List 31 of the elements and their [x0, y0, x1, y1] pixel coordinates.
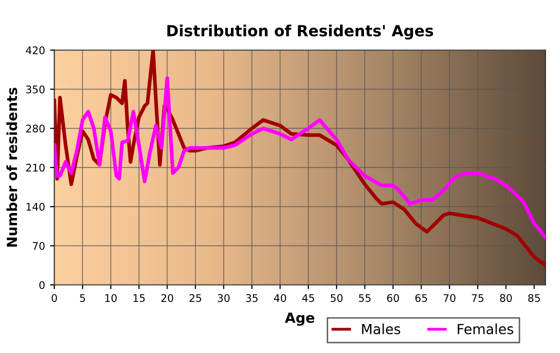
x-tick-label: 85	[528, 294, 540, 302]
y-tick-label: 140	[26, 202, 45, 211]
x-tick-label: 80	[500, 294, 512, 302]
x-tick-label: 15	[134, 294, 145, 302]
y-tick-label: 210	[26, 164, 45, 172]
x-tick-label: 70	[444, 294, 456, 302]
chart-title: Distribution of Residents' Ages	[167, 24, 434, 40]
x-tick-label: 25	[190, 294, 202, 302]
x-tick-label: 0	[52, 294, 57, 302]
x-tick-label: 40	[274, 294, 286, 302]
x-tick-label: 5	[80, 294, 85, 302]
y-tick-label: 70	[32, 242, 45, 250]
x-tick-label: 45	[302, 294, 314, 302]
x-tick-label: 30	[218, 294, 230, 302]
y-tick-label: 0	[39, 281, 45, 289]
x-tick-label: 55	[358, 294, 371, 302]
legend-label: Females	[458, 324, 514, 334]
y-axis-title: Number of residents	[6, 88, 18, 247]
x-tick-label: 75	[472, 294, 484, 302]
line-series	[54, 76, 546, 240]
x-tick-label: 10	[105, 294, 117, 302]
x-tick-label: 50	[330, 294, 343, 302]
x-tick-label: 35	[246, 294, 258, 302]
y-tick-label: 280	[26, 124, 45, 132]
y-tick-label: 420	[26, 46, 45, 54]
x-tick-label: 60	[387, 294, 399, 302]
legend-label: Males	[362, 324, 400, 334]
x-axis-title: Age	[284, 312, 314, 326]
y-tick-label: 350	[26, 85, 45, 94]
x-tick-label: 65	[415, 294, 427, 302]
x-tick-label: 20	[161, 294, 174, 302]
